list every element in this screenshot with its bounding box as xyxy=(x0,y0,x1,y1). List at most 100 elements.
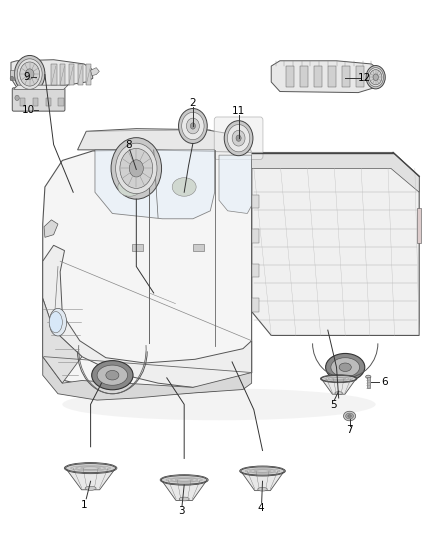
Polygon shape xyxy=(252,152,419,192)
Bar xyxy=(58,98,64,107)
Ellipse shape xyxy=(49,312,62,333)
Ellipse shape xyxy=(118,177,142,196)
Bar xyxy=(252,229,259,243)
Ellipse shape xyxy=(335,392,343,394)
Circle shape xyxy=(190,123,195,129)
Ellipse shape xyxy=(49,309,67,336)
Ellipse shape xyxy=(331,358,360,377)
Ellipse shape xyxy=(346,413,353,419)
Circle shape xyxy=(14,55,45,93)
Text: 11: 11 xyxy=(232,106,245,116)
Text: 1: 1 xyxy=(81,500,88,510)
Circle shape xyxy=(370,70,382,85)
Polygon shape xyxy=(321,378,356,394)
Ellipse shape xyxy=(106,370,119,380)
Bar xyxy=(417,208,420,243)
Bar xyxy=(132,244,143,251)
Circle shape xyxy=(366,66,385,89)
Circle shape xyxy=(15,95,19,101)
Text: 12: 12 xyxy=(358,73,371,83)
Polygon shape xyxy=(43,245,252,387)
Bar xyxy=(356,66,364,87)
Circle shape xyxy=(368,68,384,87)
Circle shape xyxy=(120,148,153,188)
Ellipse shape xyxy=(343,411,356,421)
Bar xyxy=(60,64,65,85)
Bar xyxy=(252,195,259,208)
Bar xyxy=(51,64,57,85)
Ellipse shape xyxy=(258,487,267,491)
Ellipse shape xyxy=(85,486,96,490)
Polygon shape xyxy=(66,468,116,490)
Polygon shape xyxy=(271,61,382,93)
Circle shape xyxy=(182,112,204,140)
Circle shape xyxy=(224,120,253,156)
Polygon shape xyxy=(91,68,99,76)
Text: 3: 3 xyxy=(178,506,184,516)
Polygon shape xyxy=(44,220,58,237)
Polygon shape xyxy=(43,298,82,383)
Text: 8: 8 xyxy=(126,140,132,150)
Ellipse shape xyxy=(339,363,351,372)
Bar xyxy=(20,98,25,107)
Bar xyxy=(342,66,350,87)
Bar xyxy=(252,298,259,312)
Circle shape xyxy=(179,109,207,143)
Polygon shape xyxy=(95,150,215,219)
Bar xyxy=(46,98,51,107)
FancyBboxPatch shape xyxy=(12,88,65,111)
Bar xyxy=(86,64,92,85)
Ellipse shape xyxy=(92,361,133,390)
Ellipse shape xyxy=(366,375,371,378)
Circle shape xyxy=(17,59,42,89)
Polygon shape xyxy=(241,471,284,490)
Bar xyxy=(252,264,259,277)
Ellipse shape xyxy=(97,365,127,385)
Ellipse shape xyxy=(325,353,365,381)
Bar xyxy=(33,98,38,107)
Bar xyxy=(367,377,370,389)
Ellipse shape xyxy=(172,177,196,196)
Polygon shape xyxy=(219,155,252,214)
Text: 4: 4 xyxy=(258,503,265,513)
Polygon shape xyxy=(14,85,68,90)
Polygon shape xyxy=(43,150,252,394)
Circle shape xyxy=(187,118,199,134)
Circle shape xyxy=(20,62,39,86)
Bar xyxy=(78,64,83,85)
Ellipse shape xyxy=(179,497,189,501)
Text: 9: 9 xyxy=(23,72,30,82)
Polygon shape xyxy=(43,357,252,400)
Bar xyxy=(300,66,308,87)
Ellipse shape xyxy=(66,464,116,473)
Polygon shape xyxy=(11,60,93,87)
Circle shape xyxy=(111,138,162,199)
Bar xyxy=(286,66,294,87)
Circle shape xyxy=(116,143,157,193)
Bar xyxy=(328,66,336,87)
Circle shape xyxy=(25,69,34,79)
Text: 10: 10 xyxy=(22,104,35,115)
Circle shape xyxy=(10,76,14,80)
Text: 5: 5 xyxy=(330,400,337,410)
Bar xyxy=(314,66,322,87)
Polygon shape xyxy=(78,128,252,152)
Polygon shape xyxy=(161,480,207,500)
Circle shape xyxy=(373,74,378,80)
Ellipse shape xyxy=(348,415,351,417)
Circle shape xyxy=(129,160,143,177)
Ellipse shape xyxy=(161,475,207,484)
Bar xyxy=(69,64,74,85)
Ellipse shape xyxy=(62,389,376,420)
Ellipse shape xyxy=(321,375,356,382)
Text: 6: 6 xyxy=(381,377,388,387)
Circle shape xyxy=(236,135,241,141)
Text: 2: 2 xyxy=(190,98,196,108)
Bar xyxy=(193,244,204,251)
Circle shape xyxy=(232,130,245,146)
Text: 7: 7 xyxy=(346,425,353,435)
Circle shape xyxy=(227,125,250,152)
FancyBboxPatch shape xyxy=(214,117,263,159)
Polygon shape xyxy=(252,152,419,335)
Bar xyxy=(10,70,14,80)
